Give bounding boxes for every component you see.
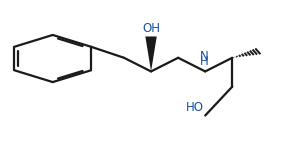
Text: HO: HO: [186, 101, 204, 114]
Text: N: N: [200, 50, 208, 63]
Text: H: H: [200, 55, 208, 68]
Polygon shape: [145, 36, 157, 71]
Text: OH: OH: [142, 22, 160, 35]
